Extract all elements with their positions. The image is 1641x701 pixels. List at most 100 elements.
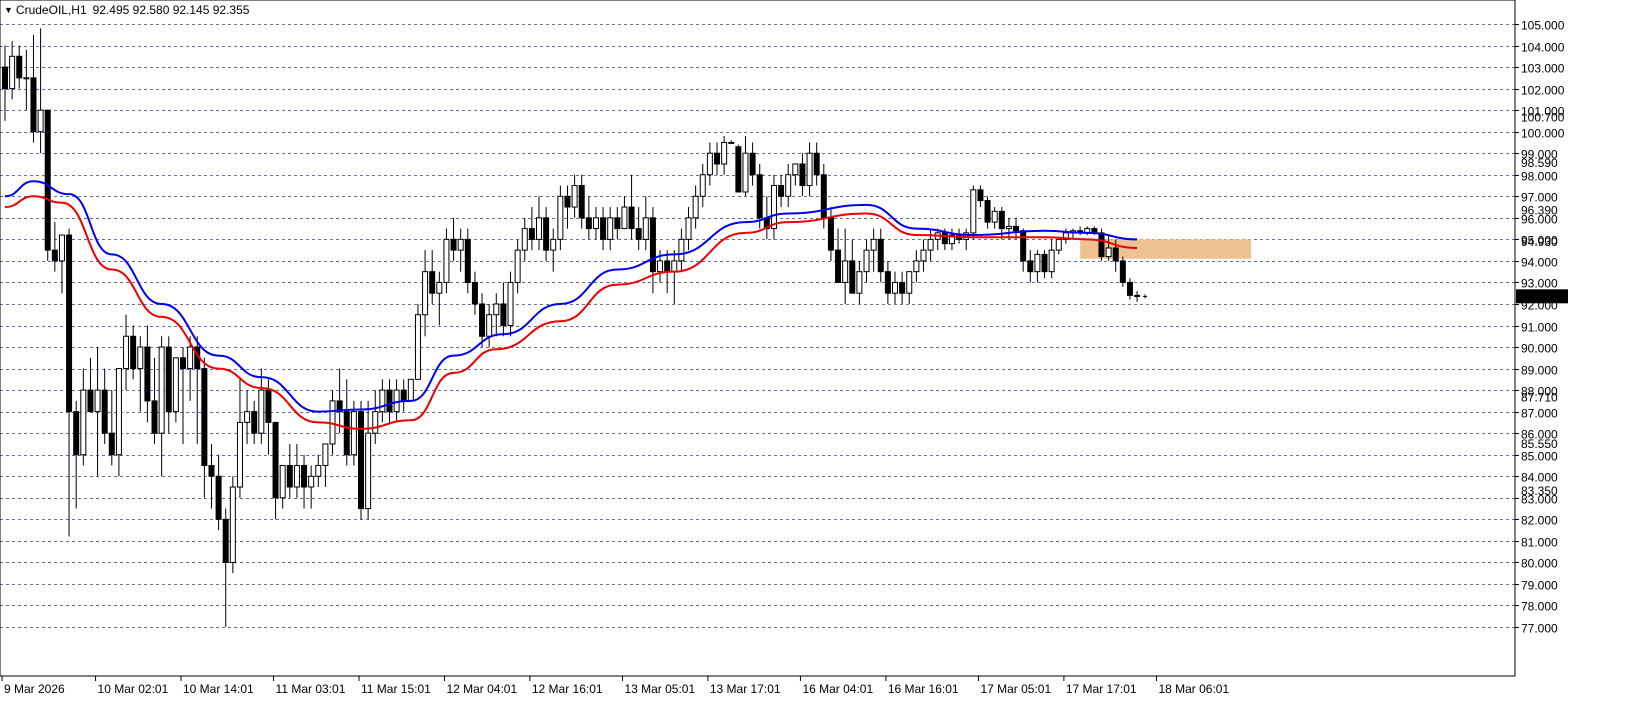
candle-body-bull: [671, 260, 678, 273]
candle: [927, 228, 934, 261]
candle: [130, 325, 137, 380]
candle: [728, 140, 735, 144]
candle: [450, 217, 457, 261]
candle-body-bear: [1020, 230, 1027, 262]
candle: [856, 260, 863, 304]
candle-body-bear: [628, 206, 635, 230]
candle-body-bull: [742, 152, 749, 193]
price-tick-label: 99.000: [1521, 148, 1558, 162]
candle: [550, 228, 557, 272]
candle-body-bear: [2, 66, 8, 90]
candle: [671, 250, 678, 304]
candle-body-bear: [386, 389, 393, 413]
candle-body-bull: [892, 281, 898, 294]
candle: [457, 228, 464, 272]
collapse-triangle-icon[interactable]: ▼: [4, 5, 13, 15]
candle-body-bull: [692, 195, 699, 219]
candle-body-bull: [507, 281, 514, 326]
candle: [863, 239, 870, 283]
candle-body-bull: [158, 346, 165, 434]
candle: [407, 378, 414, 402]
candle-body-bear: [130, 335, 137, 370]
candle: [301, 454, 308, 509]
candle-body-bull: [678, 238, 685, 262]
candle-body-bull: [350, 411, 357, 456]
candle: [1126, 278, 1133, 300]
price-tick-label: 91.000: [1521, 321, 1558, 335]
price-tick-label: 104.000: [1521, 41, 1565, 55]
time-tick-label: 10 Mar 14:01: [183, 682, 254, 696]
candle-body-bear: [429, 271, 436, 294]
candle: [714, 142, 720, 175]
candle: [51, 222, 58, 272]
candle: [236, 379, 243, 498]
candle-body-bear: [479, 303, 486, 337]
candle: [934, 228, 941, 251]
candle-body-bull: [1062, 232, 1069, 240]
candle-body-bull: [991, 210, 998, 223]
candle: [386, 379, 393, 423]
candle: [365, 400, 372, 520]
price-tick-label: 95.000: [1521, 234, 1558, 248]
candle-body-bear: [151, 400, 158, 434]
candle-body-bull: [94, 389, 101, 413]
candle: [108, 390, 115, 466]
moving-average-blue: [4, 180, 1138, 413]
candle-body-bull: [685, 217, 692, 240]
candle: [180, 347, 186, 444]
candle: [343, 379, 350, 466]
candle-body-bull: [642, 217, 649, 240]
candle: [870, 228, 877, 272]
candle: [571, 174, 578, 218]
time-tick-label: 18 Mar 06:01: [1158, 682, 1229, 696]
candle-body-bear: [215, 475, 222, 520]
candle-body-bull: [279, 464, 286, 499]
candle-body-bull: [856, 271, 863, 294]
candle: [158, 336, 165, 477]
candle-body-bear: [528, 228, 535, 240]
candle-body-bear: [165, 346, 172, 413]
candle-body-bear: [222, 518, 229, 563]
candle: [614, 207, 621, 240]
candle: [635, 207, 642, 251]
candle: [308, 465, 315, 509]
candle-body-bear: [735, 146, 742, 193]
candle: [379, 379, 386, 423]
candle-body-bull: [315, 464, 322, 477]
candle-body-bull: [699, 174, 706, 197]
candle-body-bull: [1055, 238, 1062, 251]
candle: [393, 379, 400, 423]
candle-body-bear: [336, 400, 343, 413]
candle-body-bull: [372, 411, 379, 434]
time-tick-label: 9 Mar 2026: [4, 682, 65, 696]
candle-body-bear: [977, 189, 984, 202]
candle: [115, 368, 122, 477]
candle: [892, 271, 898, 304]
candle: [792, 163, 799, 186]
candle: [536, 196, 542, 251]
candle-body-bull: [486, 314, 493, 337]
candle-body-bear: [144, 346, 151, 402]
candle: [493, 293, 500, 337]
price-marker-label: 96.390: [1521, 203, 1558, 217]
candle-body-bear: [1126, 281, 1133, 296]
candle: [422, 250, 429, 337]
ohlc-readout: 92.495 92.580 92.145 92.355: [92, 3, 250, 17]
candle-body-bull: [806, 152, 813, 187]
candle: [835, 228, 842, 283]
candle-body-bear: [1134, 294, 1141, 297]
candle-body-bear: [714, 152, 720, 165]
price-tick-label: 102.000: [1521, 84, 1565, 98]
candle-body-bear: [1027, 260, 1034, 273]
candle-body-bear: [649, 217, 656, 273]
candle: [336, 368, 343, 434]
price-tick-label: 90.000: [1521, 342, 1558, 356]
candle: [165, 336, 172, 434]
candle-body-bear: [578, 185, 585, 219]
candle-body-bear: [984, 200, 991, 223]
candle-body-bull: [514, 249, 521, 283]
candle: [479, 293, 486, 348]
candle-body-bull: [657, 260, 664, 273]
candle-body-bear: [16, 55, 23, 79]
